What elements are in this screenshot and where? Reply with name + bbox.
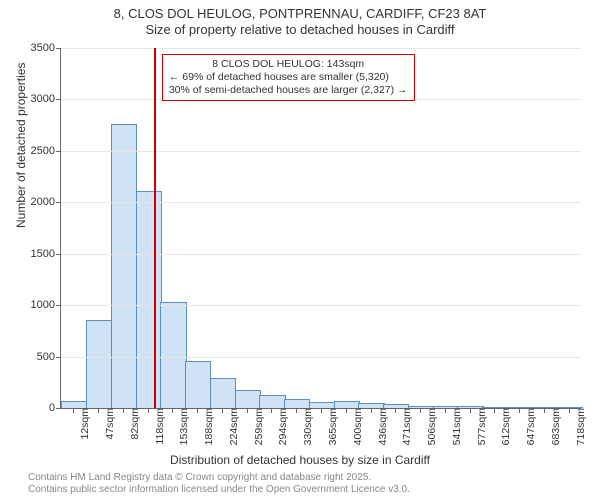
x-tick-mark xyxy=(247,408,248,413)
x-tick-mark xyxy=(470,408,471,413)
x-tick-label: 224sqm xyxy=(226,408,240,445)
x-tick-label: 259sqm xyxy=(251,408,265,445)
x-tick-mark xyxy=(569,408,570,413)
histogram-bar xyxy=(284,399,310,408)
histogram-bar xyxy=(160,302,186,408)
title-line-1: 8, CLOS DOL HEULOG, PONTPRENNAU, CARDIFF… xyxy=(0,6,600,22)
footer-line-2: Contains public sector information licen… xyxy=(28,484,410,496)
x-tick-mark xyxy=(445,408,446,413)
x-tick-label: 612sqm xyxy=(498,408,512,445)
histogram-bar xyxy=(86,320,112,408)
histogram-bar xyxy=(185,361,211,408)
grid-line xyxy=(61,151,581,152)
x-tick-label: 82sqm xyxy=(127,408,141,440)
x-tick-label: 647sqm xyxy=(523,408,537,445)
x-tick-mark xyxy=(420,408,421,413)
bars-layer xyxy=(61,48,581,408)
footer-line-1: Contains HM Land Registry data © Crown c… xyxy=(28,472,410,484)
chart-container: 8, CLOS DOL HEULOG, PONTPRENNAU, CARDIFF… xyxy=(0,0,600,500)
x-tick-mark xyxy=(494,408,495,413)
x-axis-label: Distribution of detached houses by size … xyxy=(0,453,600,467)
x-tick-label: 436sqm xyxy=(375,408,389,445)
x-tick-label: 330sqm xyxy=(300,408,314,445)
x-tick-label: 188sqm xyxy=(201,408,215,445)
annotation-box: 8 CLOS DOL HEULOG: 143sqm← 69% of detach… xyxy=(162,54,415,101)
x-tick-mark xyxy=(346,408,347,413)
plot-area: 050010001500200025003000350012sqm47sqm82… xyxy=(60,48,581,409)
histogram-bar xyxy=(259,395,285,408)
x-tick-mark xyxy=(123,408,124,413)
grid-line xyxy=(61,202,581,203)
annotation-line-1: ← 69% of detached houses are smaller (5,… xyxy=(169,71,408,84)
x-tick-mark xyxy=(222,408,223,413)
x-tick-label: 541sqm xyxy=(449,408,463,445)
x-tick-label: 12sqm xyxy=(77,408,91,440)
y-tick-label: 2500 xyxy=(31,145,61,157)
x-tick-mark xyxy=(98,408,99,413)
y-tick-label: 2000 xyxy=(31,196,61,208)
x-tick-label: 718sqm xyxy=(573,408,587,445)
reference-line xyxy=(154,48,156,408)
x-tick-mark xyxy=(296,408,297,413)
footer-attribution: Contains HM Land Registry data © Crown c… xyxy=(28,472,410,496)
histogram-bar xyxy=(334,401,360,408)
histogram-bar xyxy=(136,191,162,408)
chart-title: 8, CLOS DOL HEULOG, PONTPRENNAU, CARDIFF… xyxy=(0,6,600,39)
x-tick-label: 577sqm xyxy=(474,408,488,445)
histogram-bar xyxy=(210,378,236,408)
x-tick-label: 683sqm xyxy=(548,408,562,445)
x-tick-label: 400sqm xyxy=(350,408,364,445)
y-tick-label: 1500 xyxy=(31,248,61,260)
x-tick-label: 294sqm xyxy=(275,408,289,445)
x-tick-label: 47sqm xyxy=(102,408,116,440)
grid-line xyxy=(61,305,581,306)
y-tick-label: 500 xyxy=(37,351,61,363)
x-tick-mark xyxy=(148,408,149,413)
y-tick-label: 0 xyxy=(49,402,61,414)
x-tick-mark xyxy=(544,408,545,413)
y-tick-label: 1000 xyxy=(31,299,61,311)
x-tick-label: 365sqm xyxy=(325,408,339,445)
x-tick-mark xyxy=(371,408,372,413)
grid-line xyxy=(61,357,581,358)
x-tick-mark xyxy=(395,408,396,413)
x-tick-label: 118sqm xyxy=(152,408,166,445)
x-tick-label: 506sqm xyxy=(424,408,438,445)
annotation-line-2: 30% of semi-detached houses are larger (… xyxy=(169,84,408,97)
y-axis-label: Number of detached properties xyxy=(14,63,28,228)
x-tick-mark xyxy=(172,408,173,413)
histogram-bar xyxy=(111,124,137,408)
y-tick-label: 3500 xyxy=(31,42,61,54)
title-line-2: Size of property relative to detached ho… xyxy=(0,22,600,38)
x-tick-label: 153sqm xyxy=(176,408,190,445)
x-tick-mark xyxy=(321,408,322,413)
x-tick-mark xyxy=(271,408,272,413)
grid-line xyxy=(61,48,581,49)
x-tick-label: 471sqm xyxy=(399,408,413,445)
y-tick-label: 3000 xyxy=(31,93,61,105)
grid-line xyxy=(61,254,581,255)
x-tick-mark xyxy=(197,408,198,413)
histogram-bar xyxy=(235,390,261,408)
x-tick-mark xyxy=(73,408,74,413)
x-tick-mark xyxy=(519,408,520,413)
annotation-title: 8 CLOS DOL HEULOG: 143sqm xyxy=(169,58,408,71)
